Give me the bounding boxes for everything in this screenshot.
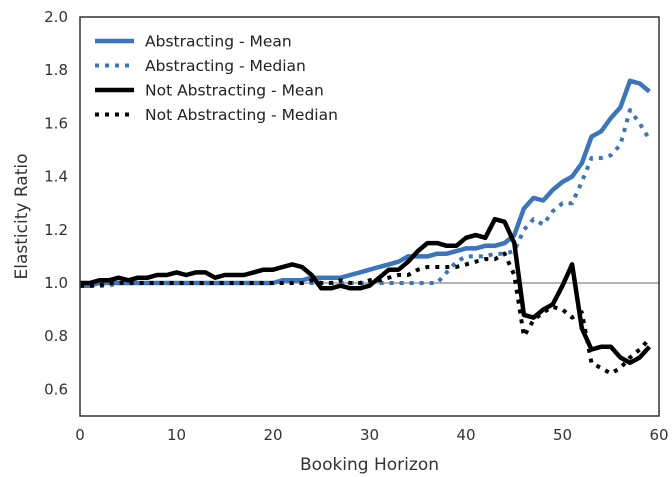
y-tick-label: 2.0: [44, 8, 68, 26]
legend: Abstracting - Mean Abstracting - Median No…: [95, 33, 338, 124]
legend-label: Not Abstracting - Median: [145, 106, 338, 124]
x-axis-label: Booking Horizon: [300, 455, 439, 475]
plot-frame: [79, 16, 660, 417]
y-tick-label: 1.8: [44, 61, 68, 79]
x-axis-ticks: 0 10 20 30 40 50 60: [75, 426, 668, 444]
x-tick-label: 20: [263, 426, 282, 444]
y-axis-label: Elasticity Ratio: [12, 154, 32, 280]
series-line-not-abstracting-median: [80, 251, 651, 376]
series-line-not-abstracting-mean: [80, 216, 652, 366]
x-tick-label: 60: [649, 426, 668, 444]
series-layer: [80, 78, 652, 376]
y-tick-label: 1.0: [44, 274, 68, 292]
plot-area: [79, 16, 660, 417]
y-tick-label: 0.8: [44, 327, 68, 345]
series-line-abstracting-mean: [80, 78, 651, 288]
y-tick-label: 1.6: [44, 114, 68, 132]
y-tick-label: 0.6: [44, 380, 68, 398]
x-tick-label: 30: [360, 426, 379, 444]
x-tick-label: 50: [553, 426, 572, 444]
x-tick-label: 40: [456, 426, 475, 444]
y-tick-label: 1.2: [44, 221, 68, 239]
x-tick-label: 10: [167, 426, 186, 444]
legend-label: Abstracting - Median: [145, 57, 306, 75]
legend-label: Abstracting - Mean: [145, 33, 292, 51]
series-line-abstracting-median: [80, 108, 652, 288]
x-tick-label: 0: [75, 426, 85, 444]
y-tick-label: 1.4: [44, 168, 68, 186]
legend-label: Not Abstracting - Mean: [145, 82, 324, 100]
y-axis-ticks: 0.6 0.8 1.0 1.2 1.4 1.6 1.8 2.0: [44, 8, 68, 398]
